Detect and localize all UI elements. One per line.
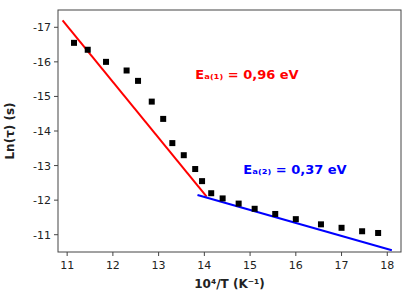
data-point xyxy=(252,206,258,212)
x-tick xyxy=(250,252,251,256)
y-tick xyxy=(54,131,58,132)
data-point xyxy=(135,78,141,84)
x-tick-label: 13 xyxy=(152,259,166,272)
x-tick xyxy=(341,252,342,256)
data-point xyxy=(272,211,278,217)
x-tick-label: 12 xyxy=(106,259,120,272)
x-tick xyxy=(387,252,388,256)
chart: 11 12 13 14 15 16 17 18 -17 -16 -15 -14 -13 -12 -11 10⁴… xyxy=(0,0,413,296)
y-tick-label: -13 xyxy=(33,160,51,173)
data-point xyxy=(169,140,175,146)
data-point xyxy=(236,201,242,207)
data-point xyxy=(293,216,299,222)
y-tick-label: -14 xyxy=(33,125,51,138)
y-tick xyxy=(54,61,58,62)
plot-frame xyxy=(58,10,401,252)
x-tick-label: 11 xyxy=(60,259,74,272)
data-point xyxy=(199,178,205,184)
x-tick xyxy=(158,252,159,256)
x-tick xyxy=(295,252,296,256)
axes: 11 12 13 14 15 16 17 18 -17 -16 -15 -14 -13 -12 -11 xyxy=(33,21,394,272)
data-point xyxy=(375,230,381,236)
data-point xyxy=(149,99,155,105)
plot-area xyxy=(63,20,392,250)
data-point xyxy=(181,152,187,158)
x-tick-label: 18 xyxy=(380,259,394,272)
y-tick xyxy=(54,165,58,166)
y-tick-label: -11 xyxy=(33,229,51,242)
y-tick xyxy=(54,96,58,97)
data-point xyxy=(339,225,345,231)
annotation: Eₐ₍₂₎ = 0,37 eV xyxy=(243,162,346,177)
points xyxy=(71,40,381,236)
data-point xyxy=(71,40,77,46)
fit-line xyxy=(197,195,391,250)
y-tick-label: -12 xyxy=(33,194,51,207)
data-point xyxy=(220,195,226,201)
data-point xyxy=(103,59,109,65)
y-axis-label: Ln(τ) (s) xyxy=(3,102,17,159)
y-tick-label: -17 xyxy=(33,21,51,34)
data-point xyxy=(160,116,166,122)
fit-line xyxy=(63,20,207,196)
y-tick-label: -16 xyxy=(33,56,51,69)
x-tick-label: 14 xyxy=(197,259,211,272)
y-tick xyxy=(54,200,58,201)
y-tick xyxy=(54,234,58,235)
x-tick-label: 16 xyxy=(289,259,303,272)
data-point xyxy=(359,228,365,234)
data-point xyxy=(85,47,91,53)
y-tick-label: -15 xyxy=(33,90,51,103)
data-point xyxy=(124,68,130,74)
data-point xyxy=(208,190,214,196)
annotation: Eₐ₍₁₎ = 0,96 eV xyxy=(195,67,298,82)
data-point xyxy=(192,166,198,172)
x-axis-label: 10⁴/T (K⁻¹) xyxy=(194,277,265,291)
x-tick xyxy=(67,252,68,256)
x-tick-label: 17 xyxy=(335,259,349,272)
y-tick xyxy=(54,27,58,28)
x-tick xyxy=(204,252,205,256)
x-tick xyxy=(112,252,113,256)
data-point xyxy=(318,221,324,227)
lines xyxy=(63,20,392,250)
x-tick-label: 15 xyxy=(243,259,257,272)
